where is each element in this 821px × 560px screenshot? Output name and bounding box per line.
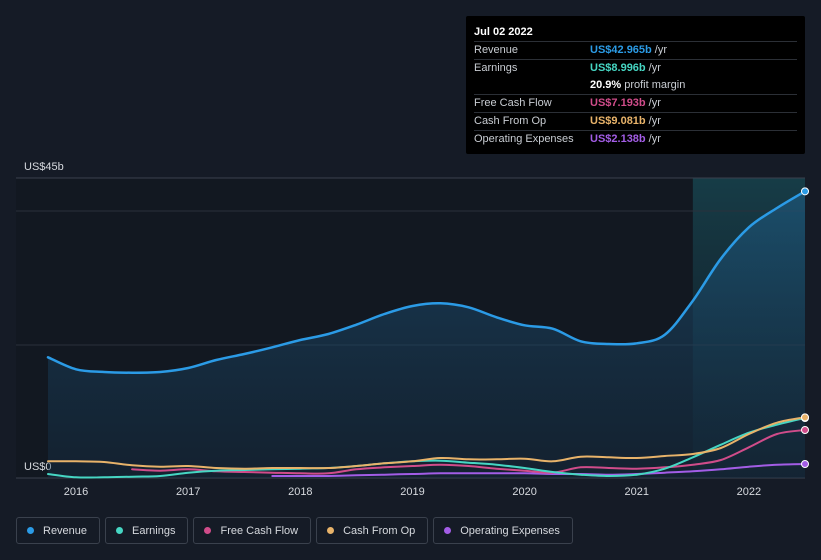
legend-item-revenue[interactable]: Revenue xyxy=(16,517,101,544)
legend-item-earnings[interactable]: Earnings xyxy=(105,517,189,544)
legend-item-cash-from-op[interactable]: Cash From Op xyxy=(316,517,429,544)
y-axis-label-top: US$45b xyxy=(24,161,64,173)
legend-label: Cash From Op xyxy=(343,524,416,537)
legend-dot-icon xyxy=(204,527,212,534)
tooltip-unit: profit margin xyxy=(624,79,686,91)
free-cash-flow-line xyxy=(131,429,806,475)
cash-from-op-line xyxy=(47,416,806,470)
tooltip-label: Free Cash Flow xyxy=(474,97,552,109)
tooltip-label: Revenue xyxy=(474,44,519,56)
tooltip-value: US$2.138b xyxy=(590,133,646,145)
tooltip-row-cash-from-op: Cash From Op US$9.081b /yr xyxy=(474,112,797,130)
tooltip-value: US$9.081b xyxy=(590,115,646,127)
tooltip-label: Cash From Op xyxy=(474,115,547,127)
tooltip-row-earnings: Earnings US$8.996b /yr xyxy=(474,59,797,77)
x-tick-label-2017: 2017 xyxy=(176,486,200,498)
x-tick-label-2022: 2022 xyxy=(737,486,761,498)
tooltip-value: US$7.193b xyxy=(590,97,646,109)
legend-dot-icon xyxy=(327,527,335,534)
cash-from-op-endpoint[interactable] xyxy=(801,413,809,422)
tooltip-unit: /yr xyxy=(654,44,667,56)
tooltip-value: US$42.965b xyxy=(590,44,652,56)
legend-label: Earnings xyxy=(132,524,176,537)
tooltip-unit: /yr xyxy=(648,97,661,109)
legend-item-free-cash-flow[interactable]: Free Cash Flow xyxy=(193,517,312,544)
revenue-endpoint[interactable] xyxy=(801,187,809,196)
operating-expenses-endpoint[interactable] xyxy=(801,460,809,468)
earnings-line xyxy=(47,417,806,479)
legend-label: Operating Expenses xyxy=(460,524,560,537)
series-layer xyxy=(46,187,809,479)
x-tick-label-2021: 2021 xyxy=(625,486,649,498)
revenue-area xyxy=(48,191,805,479)
tooltip-label: Earnings xyxy=(474,62,518,74)
legend: Revenue Earnings Free Cash Flow Cash Fro… xyxy=(16,517,578,546)
legend-label: Revenue xyxy=(43,524,88,537)
chart-area: US$45b US$0 2016 2017 2018 2019 2020 2021 2022 xyxy=(16,161,809,498)
tooltip: Jul 02 2022 Revenue US$42.965b /yr Earni… xyxy=(466,16,805,154)
revenue-line xyxy=(46,190,807,374)
operating-expenses-line xyxy=(271,463,806,478)
legend-label: Free Cash Flow xyxy=(220,524,299,537)
tooltip-row-profit-margin: 20.9% profit margin xyxy=(474,77,797,94)
x-tick-label-2020: 2020 xyxy=(512,486,536,498)
legend-dot-icon xyxy=(27,527,34,534)
tooltip-row-operating-expenses: Operating Expenses US$2.138b /yr xyxy=(474,130,797,148)
tooltip-value: US$8.996b xyxy=(590,62,646,74)
tooltip-row-revenue: Revenue US$42.965b /yr xyxy=(474,41,797,59)
x-axis: 2016 2017 2018 2019 2020 2021 2022 xyxy=(64,486,761,498)
tooltip-unit: /yr xyxy=(648,62,661,74)
tooltip-label xyxy=(474,77,590,94)
x-tick-label-2016: 2016 xyxy=(64,486,88,498)
legend-item-operating-expenses[interactable]: Operating Expenses xyxy=(433,517,573,544)
tooltip-label: Operating Expenses xyxy=(474,133,574,145)
legend-dot-icon xyxy=(116,527,124,534)
tooltip-unit: /yr xyxy=(648,115,661,127)
x-tick-label-2019: 2019 xyxy=(400,486,424,498)
tooltip-unit: /yr xyxy=(648,133,661,145)
legend-dot-icon xyxy=(444,527,452,534)
tooltip-value: 20.9% xyxy=(590,79,622,91)
free-cash-flow-endpoint[interactable] xyxy=(801,426,809,434)
tooltip-row-free-cash-flow: Free Cash Flow US$7.193b /yr xyxy=(474,94,797,112)
x-tick-label-2018: 2018 xyxy=(288,486,312,498)
y-axis-label-bottom: US$0 xyxy=(24,461,52,473)
tooltip-date: Jul 02 2022 xyxy=(474,26,533,38)
